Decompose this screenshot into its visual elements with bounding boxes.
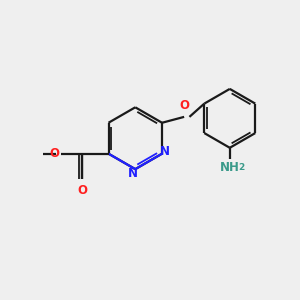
Text: O: O [180, 99, 190, 112]
Text: 2: 2 [238, 163, 245, 172]
Text: O: O [77, 184, 87, 197]
Text: O: O [49, 147, 59, 160]
Text: NH: NH [220, 161, 240, 174]
Text: N: N [128, 167, 138, 180]
Text: N: N [159, 145, 170, 158]
